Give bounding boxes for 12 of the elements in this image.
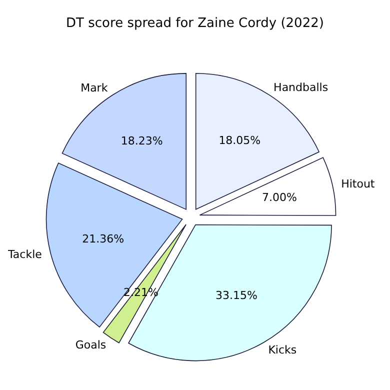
- slice-label: Handballs: [274, 80, 328, 94]
- slice-label: Hitout: [341, 177, 376, 190]
- data-label: 18.23%: [120, 134, 163, 148]
- slice-label: Goals: [75, 338, 106, 352]
- chart-title: DT score spread for Zaine Cordy (2022): [65, 16, 325, 31]
- slice-label: Tackle: [7, 248, 42, 261]
- data-label: 33.15%: [216, 288, 258, 302]
- slice-label: Kicks: [268, 343, 297, 356]
- data-label: 21.36%: [82, 232, 124, 246]
- slice-label: Mark: [80, 81, 108, 94]
- data-label: 7.00%: [262, 191, 297, 204]
- data-label: 18.05%: [218, 134, 261, 148]
